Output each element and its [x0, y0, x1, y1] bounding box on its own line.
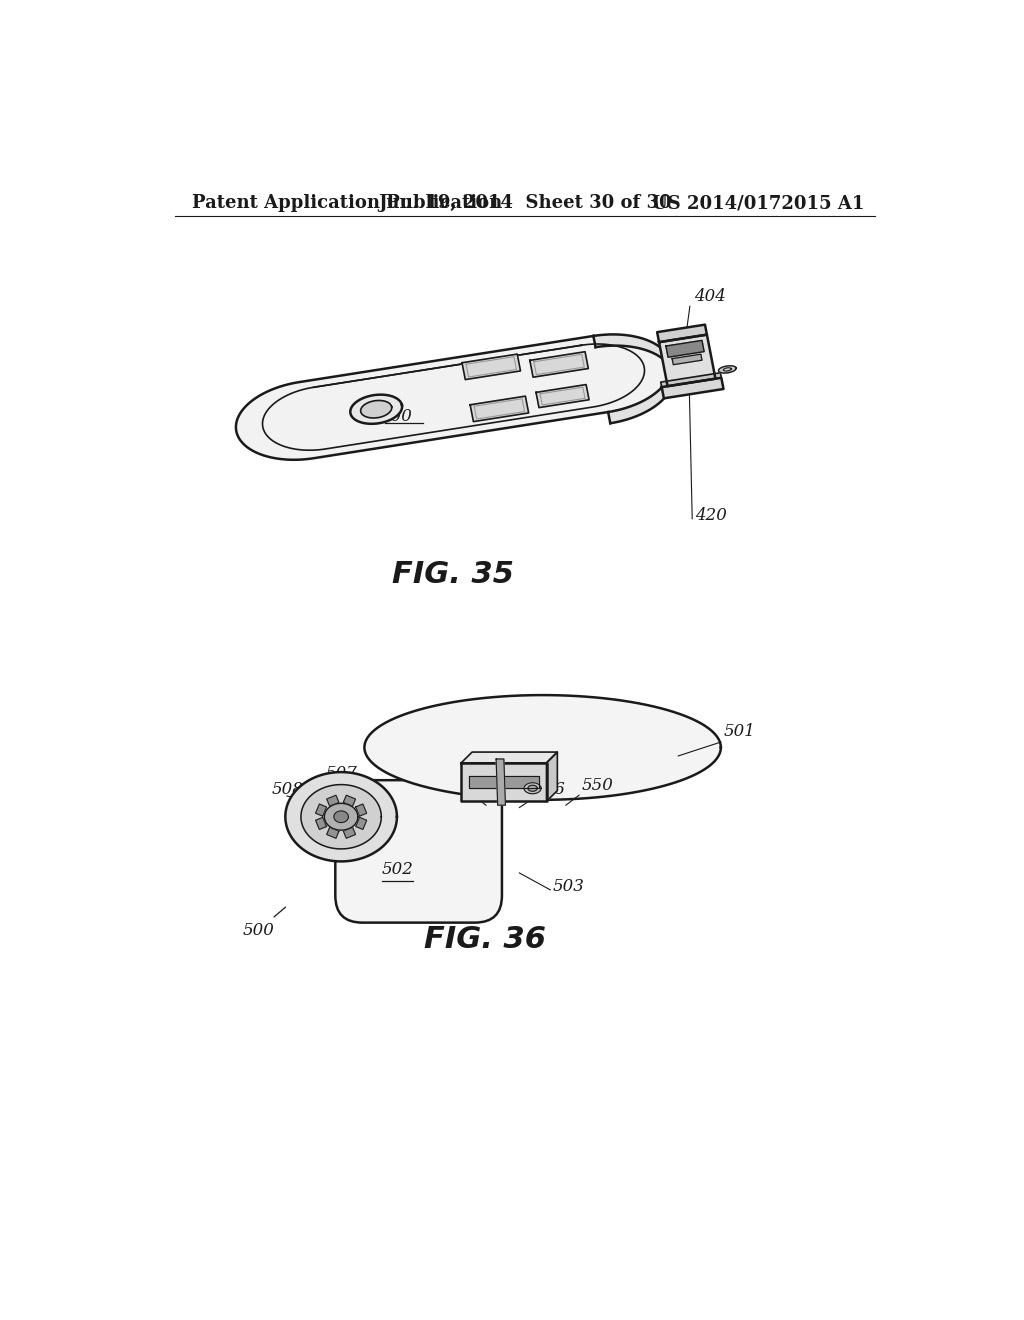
Polygon shape: [496, 759, 506, 805]
Text: 502: 502: [382, 862, 414, 879]
Polygon shape: [461, 752, 557, 763]
Text: FIG. 35: FIG. 35: [392, 560, 514, 589]
Text: US 2014/0172015 A1: US 2014/0172015 A1: [652, 194, 864, 213]
Polygon shape: [327, 828, 339, 838]
Polygon shape: [350, 395, 402, 424]
Polygon shape: [662, 378, 724, 399]
Text: Patent Application Publication: Patent Application Publication: [191, 194, 502, 213]
Polygon shape: [672, 354, 702, 364]
Text: 589: 589: [465, 780, 497, 797]
Polygon shape: [593, 334, 673, 424]
Text: 506: 506: [535, 781, 566, 799]
Polygon shape: [286, 772, 397, 862]
Polygon shape: [334, 810, 348, 822]
FancyBboxPatch shape: [335, 780, 502, 923]
Polygon shape: [365, 696, 721, 800]
Text: 550: 550: [582, 776, 613, 793]
Polygon shape: [719, 366, 736, 374]
Polygon shape: [528, 785, 538, 791]
Polygon shape: [315, 804, 327, 816]
Text: 400: 400: [380, 408, 412, 425]
Polygon shape: [659, 335, 716, 387]
Polygon shape: [343, 828, 355, 838]
Polygon shape: [666, 341, 705, 358]
Polygon shape: [469, 776, 539, 788]
Polygon shape: [536, 384, 589, 408]
Polygon shape: [236, 334, 671, 459]
Polygon shape: [461, 763, 547, 801]
Polygon shape: [529, 351, 589, 378]
Polygon shape: [315, 817, 327, 829]
Polygon shape: [355, 804, 367, 816]
Text: 503: 503: [470, 758, 502, 775]
Polygon shape: [355, 817, 367, 829]
Text: 420: 420: [695, 507, 727, 524]
Polygon shape: [470, 396, 528, 421]
Polygon shape: [327, 795, 339, 807]
Polygon shape: [301, 784, 381, 849]
Text: 404: 404: [693, 288, 726, 305]
Polygon shape: [657, 325, 707, 342]
Text: 501: 501: [723, 723, 755, 741]
Text: 507: 507: [326, 766, 357, 783]
Text: 503: 503: [553, 878, 585, 895]
Polygon shape: [343, 795, 355, 807]
Text: 508: 508: [271, 780, 303, 797]
Polygon shape: [325, 804, 357, 830]
Polygon shape: [462, 354, 520, 380]
Polygon shape: [524, 783, 541, 793]
Text: Jun. 19, 2014  Sheet 30 of 30: Jun. 19, 2014 Sheet 30 of 30: [378, 194, 672, 213]
Polygon shape: [547, 752, 557, 801]
Polygon shape: [360, 400, 392, 418]
Text: FIG. 36: FIG. 36: [424, 925, 546, 954]
Polygon shape: [660, 372, 721, 387]
Text: 500: 500: [243, 907, 286, 939]
